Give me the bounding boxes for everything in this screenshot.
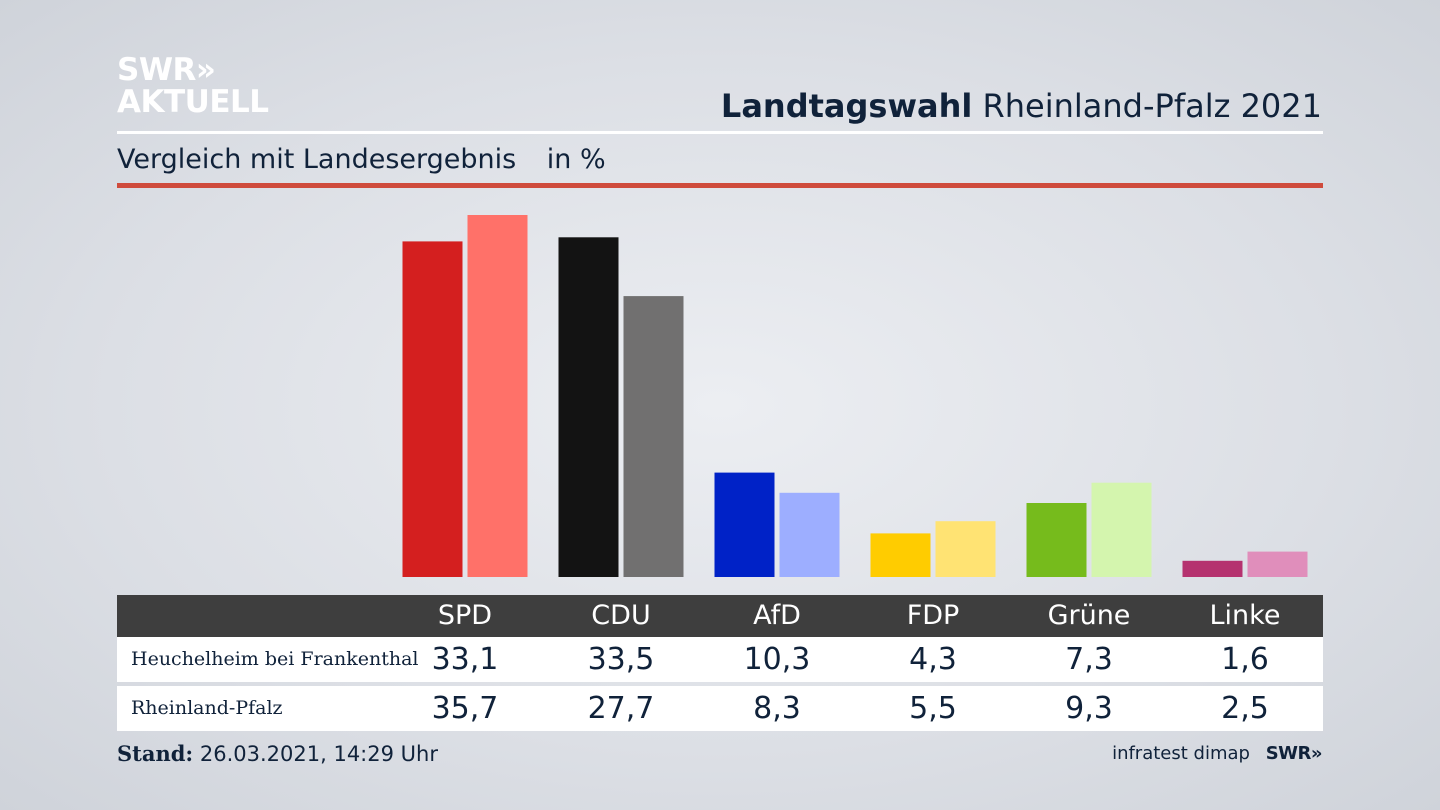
stand-label: Stand:: [117, 741, 194, 766]
table-row: Rheinland-Pfalz 35,7 27,7 8,3 5,5 9,3 2,…: [117, 686, 1323, 731]
swr-aktuell-logo: SWR» AKTUELL: [117, 54, 277, 118]
value-cell: 35,7: [431, 691, 499, 726]
logo-line-aktuell: AKTUELL: [117, 84, 269, 120]
bar-afd-state: [779, 492, 840, 577]
value-cell: 4,3: [909, 642, 957, 677]
value-cell: 10,3: [743, 642, 811, 677]
row-label: Rheinland-Pfalz: [131, 697, 283, 719]
header-cell-fdp: FDP: [906, 600, 960, 631]
bar-linke-state: [1247, 551, 1308, 577]
page-title: Landtagswahl Rheinland-Pfalz 2021: [721, 86, 1322, 126]
value-cell: 5,5: [909, 691, 957, 726]
logo-line-swr: SWR»: [117, 52, 216, 88]
value-cell: 9,3: [1065, 691, 1113, 726]
subtitle-text: Vergleich mit Landesergebnis: [117, 144, 517, 175]
value-cell: 27,7: [587, 691, 655, 726]
bar-gruene-local: [1026, 503, 1087, 577]
row-label: Heuchelheim bei Frankenthal: [131, 648, 419, 670]
results-table: SPD CDU AfD FDP Grüne Linke Heuchelheim …: [117, 595, 1323, 731]
bar-cdu-state: [623, 296, 684, 577]
title-strong: Landtagswahl: [720, 87, 973, 125]
bar-fdp-local: [870, 533, 931, 577]
header-cell-afd: AfD: [753, 600, 801, 631]
value-cell: 33,1: [431, 642, 499, 677]
bar-spd-local: [402, 241, 463, 577]
header-cell-gruene: Grüne: [1047, 600, 1131, 631]
source-text: infratest dimap: [1112, 743, 1250, 764]
stand-value: 26.03.2021, 14:29 Uhr: [199, 742, 438, 766]
chart-subtitle: Vergleich mit Landesergebnis in %: [117, 141, 606, 179]
value-cell: 33,5: [587, 642, 655, 677]
bar-fdp-state: [935, 521, 996, 577]
timestamp: Stand: 26.03.2021, 14:29 Uhr: [117, 740, 438, 768]
value-cell: 8,3: [753, 691, 801, 726]
value-cell: 1,6: [1221, 642, 1269, 677]
unit-label: in %: [546, 144, 606, 175]
value-cell: 2,5: [1221, 691, 1269, 726]
source-credit: infratest dimap SWR»: [1112, 742, 1322, 766]
value-cell: 7,3: [1065, 642, 1113, 677]
header-cell-spd: SPD: [437, 600, 493, 631]
header-divider: [117, 131, 1323, 134]
bar-gruene-state: [1091, 482, 1152, 577]
header-cell-cdu: CDU: [591, 600, 651, 631]
bar-afd-local: [714, 472, 775, 577]
bar-cdu-local: [558, 237, 619, 578]
bar-spd-state: [467, 215, 528, 577]
bar-linke-local: [1182, 560, 1243, 577]
title-rest: Rheinland-Pfalz 2021: [982, 87, 1322, 125]
header-cell-linke: Linke: [1209, 600, 1281, 631]
accent-divider: [117, 183, 1323, 188]
table-header: SPD CDU AfD FDP Grüne Linke: [117, 595, 1323, 637]
table-row: Heuchelheim bei Frankenthal 33,1 33,5 10…: [117, 637, 1323, 682]
swr-small-logo: SWR»: [1265, 743, 1323, 764]
